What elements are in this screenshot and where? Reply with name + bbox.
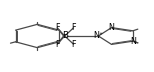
Text: F: F — [55, 40, 60, 49]
Text: F: F — [71, 40, 76, 49]
Text: N⁺: N⁺ — [93, 32, 103, 40]
Text: N: N — [109, 23, 114, 32]
Text: F: F — [71, 23, 76, 32]
Text: N: N — [130, 37, 136, 46]
Text: F: F — [55, 23, 60, 32]
Text: B: B — [62, 32, 68, 40]
